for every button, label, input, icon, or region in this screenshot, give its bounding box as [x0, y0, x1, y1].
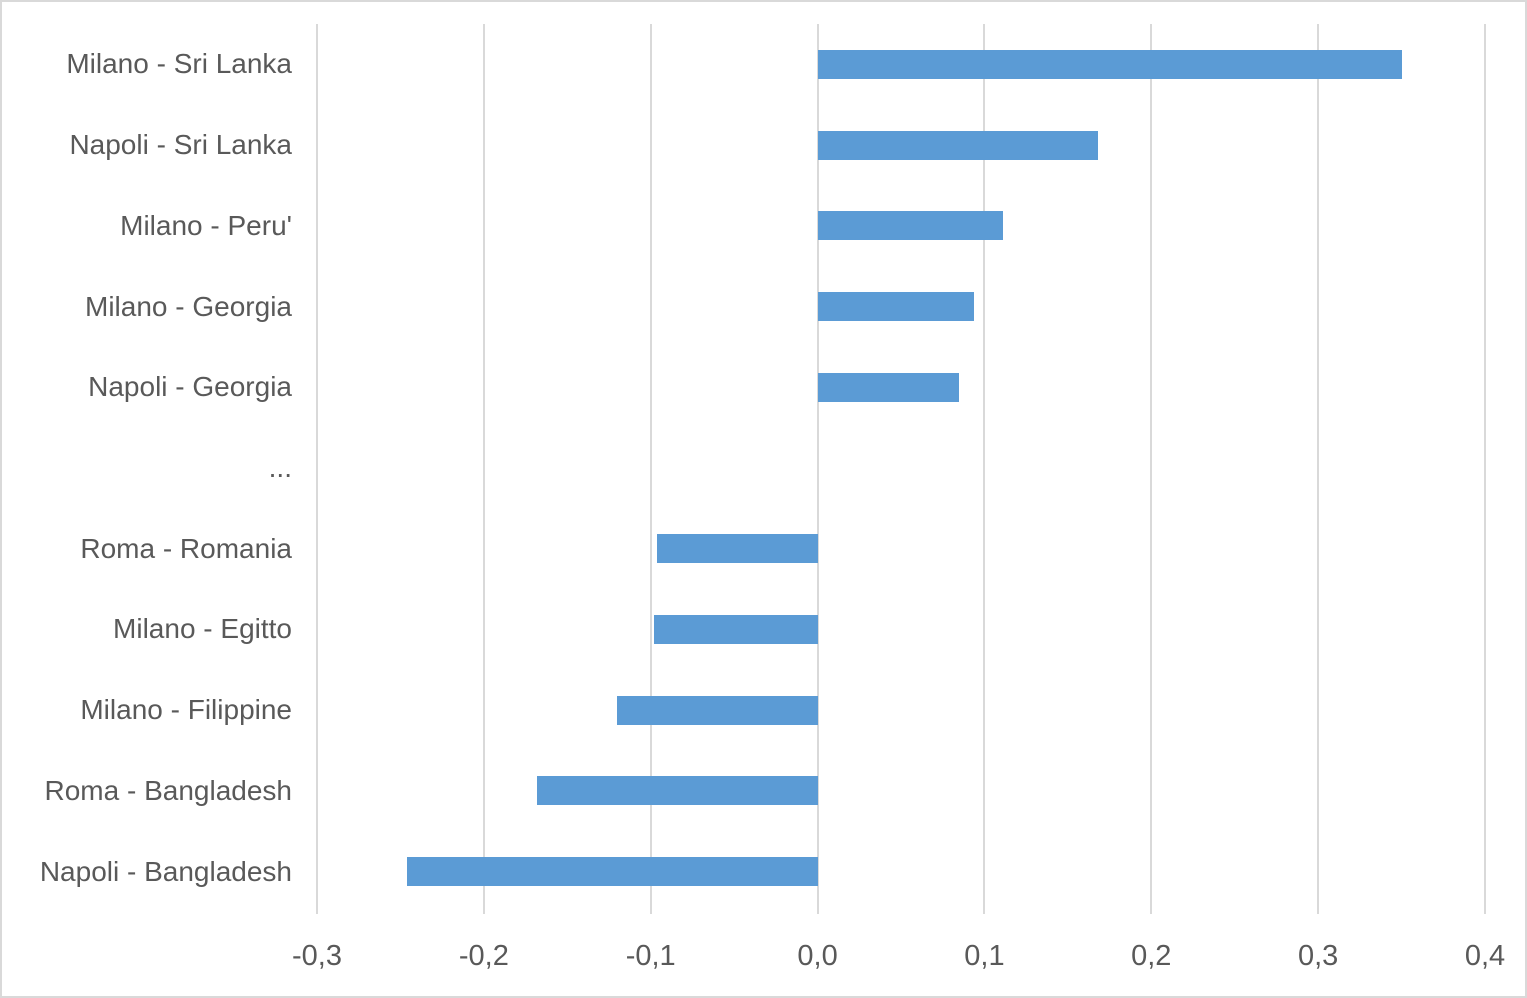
category-label: Napoli - Sri Lanka: [69, 129, 292, 161]
x-tick-label: 0,2: [1131, 940, 1172, 972]
category-label: Roma - Bangladesh: [44, 774, 292, 806]
category-label: ...: [268, 452, 292, 483]
x-tick-label: 0,4: [1464, 940, 1506, 972]
x-tick-label: -0,2: [458, 940, 509, 972]
bar-6: [657, 534, 818, 564]
bar-4: [817, 372, 960, 402]
gridline-x-5: [1150, 24, 1153, 914]
category-label: Napoli - Georgia: [88, 371, 292, 403]
x-tick-label: -0,1: [625, 940, 676, 972]
gridline-x-3: [816, 24, 819, 914]
gridline-x-7: [1484, 24, 1486, 914]
bar-9: [537, 776, 818, 806]
bar-7: [654, 614, 818, 644]
bar-1: [817, 130, 1098, 160]
gridline-x-6: [1317, 24, 1320, 914]
bar-3: [817, 292, 975, 322]
category-label: Milano - Egitto: [113, 613, 292, 645]
x-tick-label: 0,0: [797, 940, 838, 972]
x-tick-label: -0,3: [292, 940, 342, 972]
category-label: Milano - Georgia: [85, 290, 292, 322]
gridline-x-2: [649, 24, 652, 914]
gridline-x-0: [316, 24, 318, 914]
bar-10: [407, 857, 818, 887]
bar-0: [817, 49, 1402, 79]
category-label: Napoli - Bangladesh: [39, 855, 292, 887]
x-tick-label: 0,1: [964, 940, 1005, 972]
bar-2: [817, 211, 1003, 241]
category-label: Milano - Peru': [120, 209, 292, 241]
bar-8: [617, 695, 818, 725]
gridline-x-1: [482, 24, 485, 914]
category-label: Milano - Filippine: [80, 694, 292, 726]
category-label: Roma - Romania: [80, 532, 292, 564]
category-label: Milano - Sri Lanka: [66, 48, 292, 80]
x-tick-label: 0,3: [1297, 940, 1339, 972]
gridline-x-4: [983, 24, 986, 914]
